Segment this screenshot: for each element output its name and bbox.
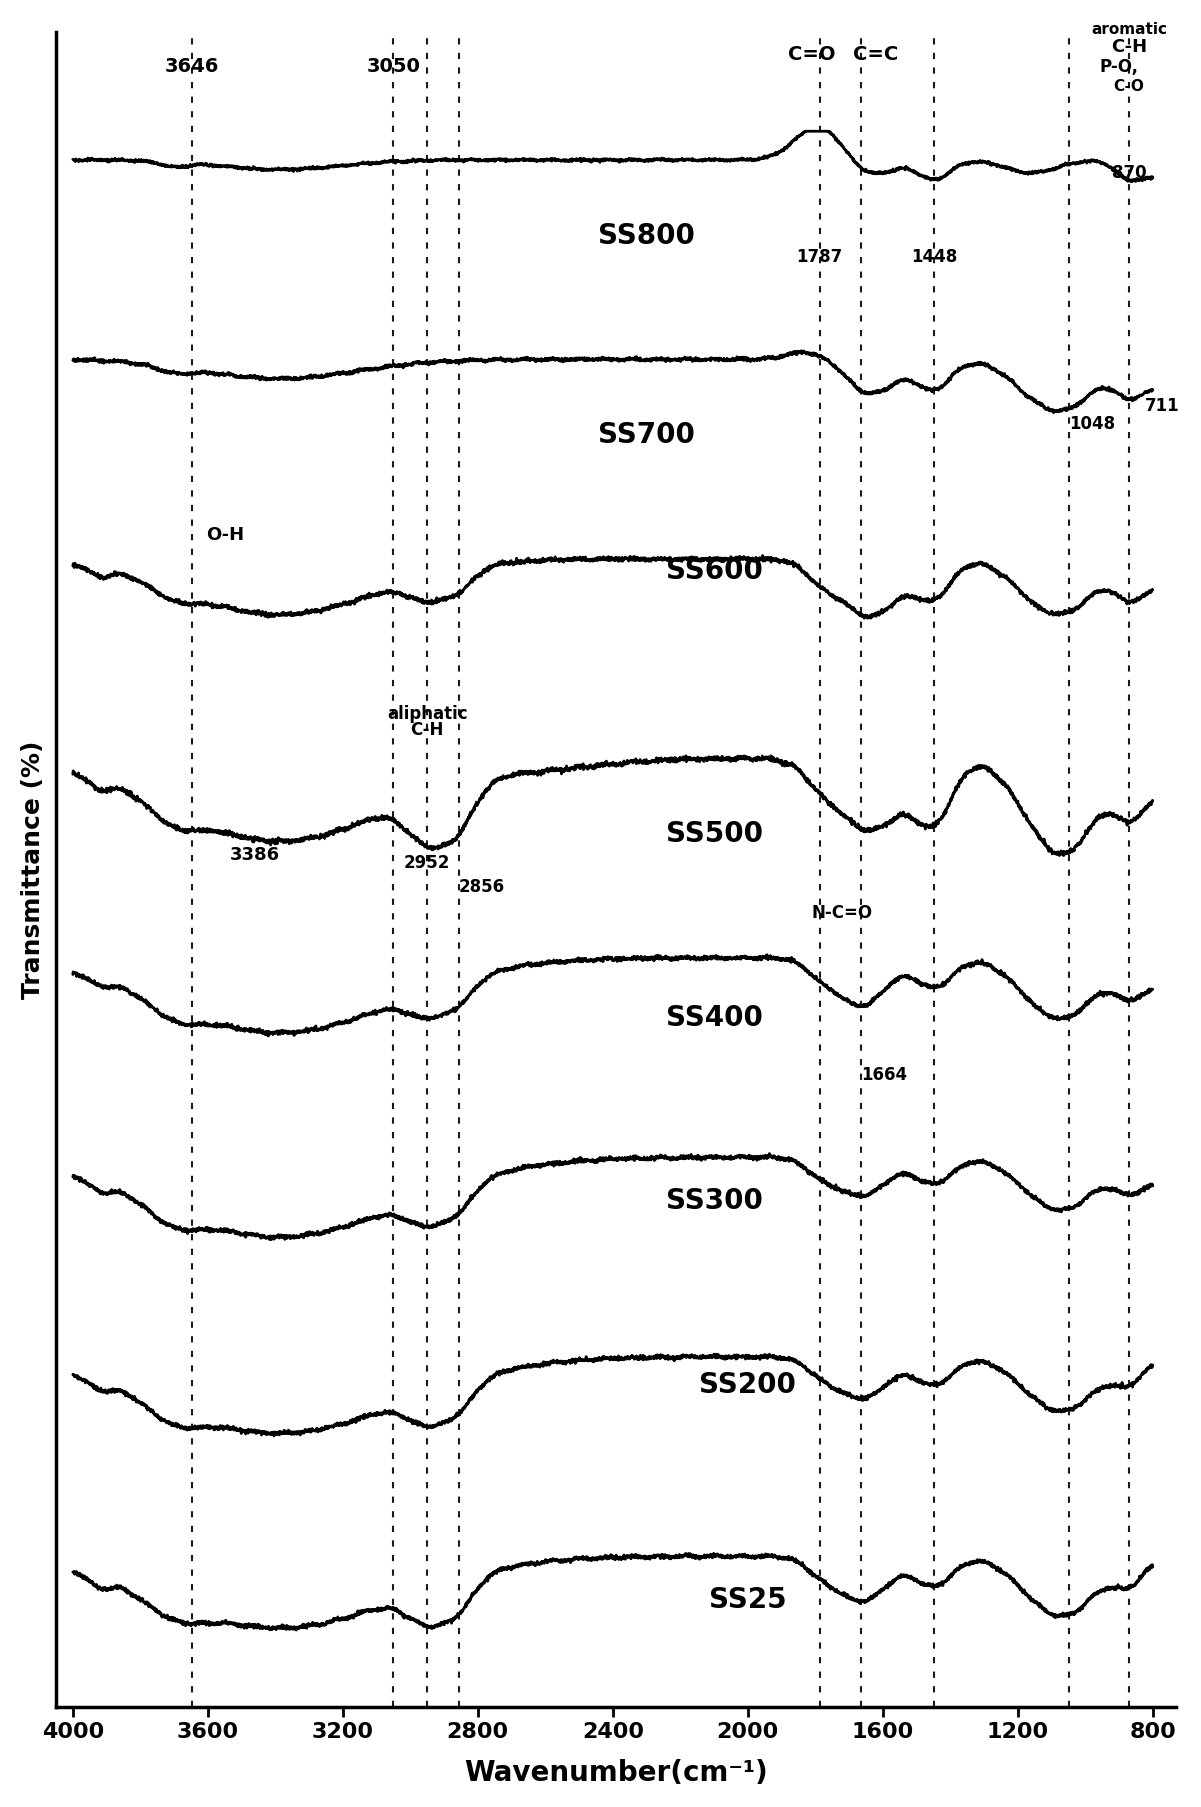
Text: 3050: 3050 (366, 58, 420, 76)
Text: 2856: 2856 (459, 878, 506, 896)
Text: SS500: SS500 (665, 820, 763, 847)
Text: aliphatic: aliphatic (387, 705, 467, 723)
Text: SS200: SS200 (699, 1370, 796, 1399)
Y-axis label: Transmittance (%): Transmittance (%) (20, 741, 44, 999)
Text: 870: 870 (1112, 164, 1147, 183)
Text: P-O,: P-O, (1100, 58, 1139, 76)
Text: SS300: SS300 (665, 1187, 763, 1214)
Text: 1787: 1787 (796, 248, 843, 266)
Text: 1048: 1048 (1069, 416, 1116, 434)
Text: SS400: SS400 (665, 1003, 763, 1032)
Text: O-H: O-H (205, 526, 244, 544)
Text: 2952: 2952 (404, 853, 449, 871)
Text: N-C=O: N-C=O (812, 904, 873, 922)
Text: SS25: SS25 (709, 1585, 787, 1614)
Text: 3386: 3386 (229, 846, 280, 864)
Text: SS600: SS600 (665, 557, 763, 585)
Text: SS800: SS800 (598, 222, 695, 249)
X-axis label: Wavenumber(cm⁻¹): Wavenumber(cm⁻¹) (465, 1758, 769, 1785)
Text: C-H: C-H (1111, 38, 1147, 56)
Text: 1448: 1448 (912, 248, 957, 266)
Text: 711: 711 (1146, 398, 1179, 416)
Text: C-H: C-H (411, 721, 444, 739)
Text: C=O: C=O (788, 45, 836, 65)
Text: SS700: SS700 (598, 421, 695, 450)
Text: 3646: 3646 (165, 58, 220, 76)
Text: aromatic: aromatic (1092, 22, 1167, 36)
Text: 1664: 1664 (861, 1064, 907, 1082)
Text: C-O: C-O (1113, 80, 1145, 94)
Text: C=C: C=C (854, 45, 898, 65)
